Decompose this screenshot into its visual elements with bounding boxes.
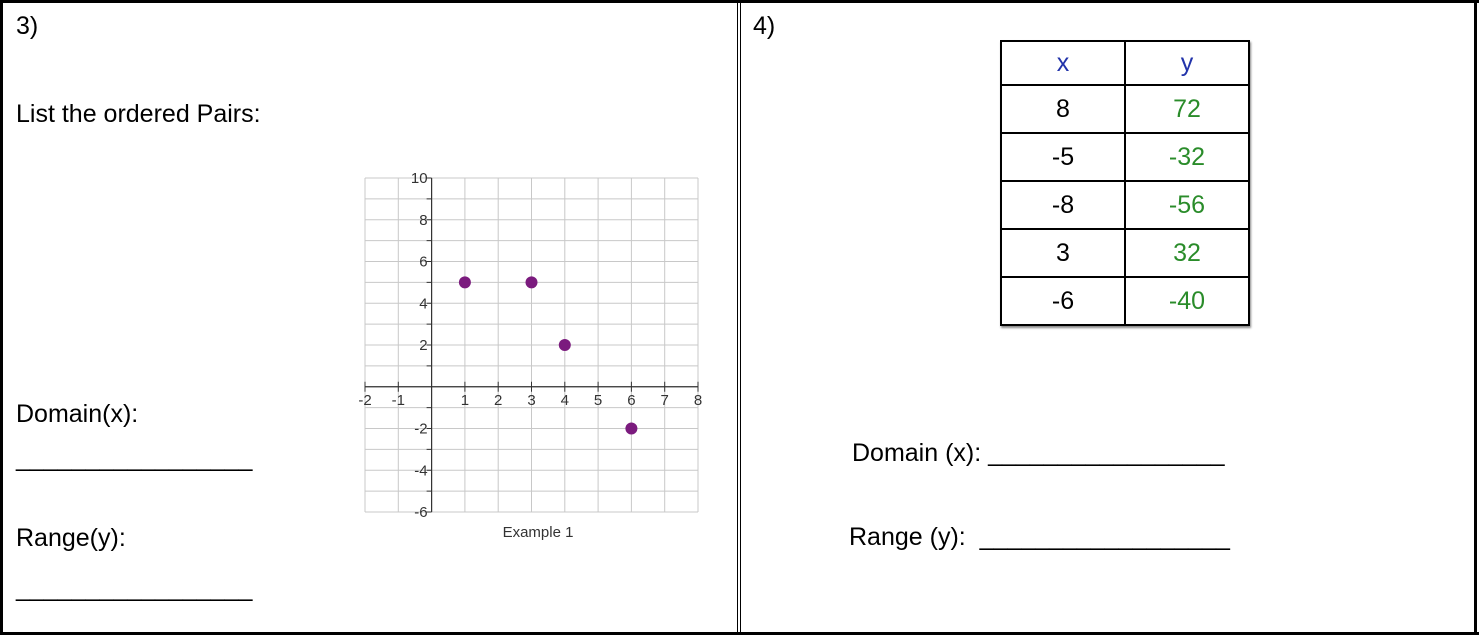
x-tick-label: 4 bbox=[561, 392, 569, 409]
header-x: x bbox=[1000, 40, 1126, 86]
header-y: y bbox=[1124, 40, 1250, 86]
data-point bbox=[458, 276, 471, 289]
tick-labels: -2 -1 1 2 3 4 5 6 7 8 10 8 6 4 2 -2 -4 -6 bbox=[358, 170, 702, 521]
y-tick-label: 6 bbox=[419, 254, 427, 271]
problem-3-number: 3) bbox=[16, 12, 39, 40]
table-row: -6 -40 bbox=[1000, 276, 1250, 326]
cell-divider-inner bbox=[740, 0, 741, 635]
data-point bbox=[625, 422, 638, 435]
y-tick-label: 4 bbox=[419, 295, 427, 312]
data-point bbox=[525, 276, 538, 289]
x-tick-label: 1 bbox=[461, 392, 469, 409]
table-header-row: x y bbox=[1000, 40, 1250, 86]
x-tick-label: 8 bbox=[694, 392, 702, 409]
y-tick-label: 10 bbox=[411, 170, 428, 187]
y-value: -32 bbox=[1124, 132, 1250, 182]
x-value: 3 bbox=[1000, 228, 1126, 278]
problem-3-range-label: Range(y): bbox=[16, 524, 126, 552]
problem-4-range-prompt[interactable]: Range (y): __________________ bbox=[849, 523, 1230, 551]
data-point bbox=[558, 339, 571, 351]
table-row: -5 -32 bbox=[1000, 132, 1250, 182]
problem-3-range-answer-line[interactable]: _________________ bbox=[16, 574, 253, 602]
table-border-left bbox=[0, 0, 3, 635]
table-border-right bbox=[1474, 0, 1477, 635]
x-value: 8 bbox=[1000, 84, 1126, 134]
grid-lines bbox=[364, 177, 699, 513]
y-tick-label: -4 bbox=[414, 462, 427, 479]
x-value: -8 bbox=[1000, 180, 1126, 230]
x-tick-label: 2 bbox=[494, 392, 502, 409]
y-value: -40 bbox=[1124, 276, 1250, 326]
scatter-plot: -2 -1 1 2 3 4 5 6 7 8 10 8 6 4 2 -2 -4 -6 Example 1 bbox=[338, 168, 718, 548]
y-value: -56 bbox=[1124, 180, 1250, 230]
y-tick-label: 2 bbox=[419, 337, 427, 354]
x-value: -6 bbox=[1000, 276, 1126, 326]
problem-4-number: 4) bbox=[753, 12, 776, 40]
problem-3-instruction: List the ordered Pairs: bbox=[16, 100, 261, 128]
y-value: 32 bbox=[1124, 228, 1250, 278]
table-row: 8 72 bbox=[1000, 84, 1250, 134]
x-tick-label: -2 bbox=[358, 392, 371, 409]
y-value: 72 bbox=[1124, 84, 1250, 134]
chart-caption: Example 1 bbox=[503, 524, 574, 541]
x-tick-label: 7 bbox=[661, 392, 669, 409]
table-border-bottom bbox=[0, 632, 1479, 635]
table-row: 3 32 bbox=[1000, 228, 1250, 278]
cell-divider bbox=[737, 0, 738, 635]
problem-3-domain-label: Domain(x): bbox=[16, 400, 139, 428]
problem-3-domain-answer-line[interactable]: _________________ bbox=[16, 444, 253, 472]
x-value: -5 bbox=[1000, 132, 1126, 182]
y-tick-label: -2 bbox=[414, 421, 427, 438]
x-tick-label: 5 bbox=[594, 392, 602, 409]
table-row: -8 -56 bbox=[1000, 180, 1250, 230]
problem-4-domain-prompt[interactable]: Domain (x): _________________ bbox=[852, 439, 1225, 467]
data-points bbox=[458, 276, 638, 435]
axes bbox=[364, 177, 699, 513]
scatter-plot-svg: -2 -1 1 2 3 4 5 6 7 8 10 8 6 4 2 -2 -4 -6 Example 1 bbox=[358, 170, 702, 541]
y-tick-label: -6 bbox=[414, 504, 427, 521]
x-tick-label: -1 bbox=[392, 392, 405, 409]
y-tick-label: 8 bbox=[419, 212, 427, 229]
x-tick-label: 6 bbox=[627, 392, 635, 409]
table-border-top bbox=[0, 0, 1479, 3]
xy-value-table: x y 8 72 -5 -32 -8 -56 3 32 -6 - bbox=[1000, 40, 1250, 326]
x-tick-label: 3 bbox=[527, 392, 535, 409]
